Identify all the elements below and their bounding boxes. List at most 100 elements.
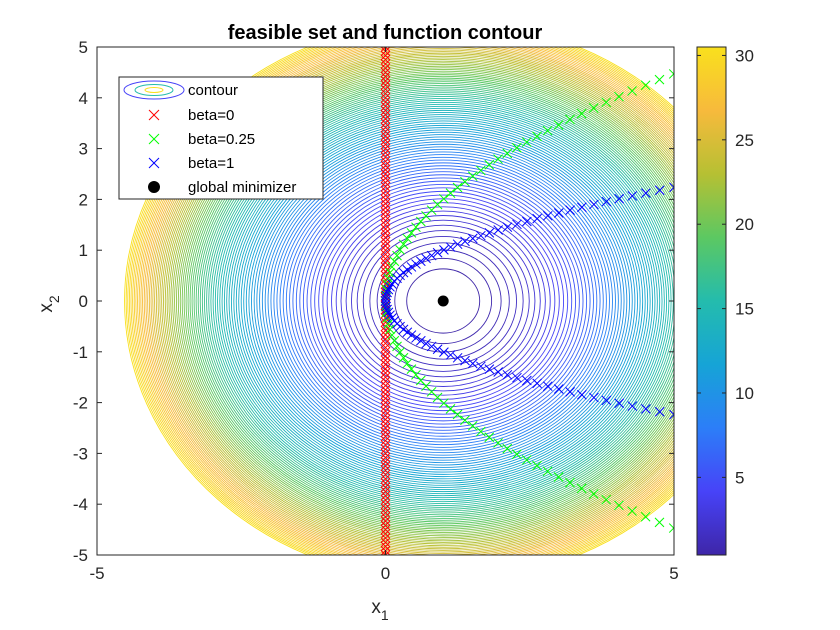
x-tick-label--5: -5 <box>89 564 104 583</box>
marker-beta=1-23 <box>432 344 443 355</box>
marker-beta=0-50 <box>380 338 391 349</box>
marker-beta=0-71 <box>380 249 391 260</box>
marker-beta=0-75 <box>380 232 391 243</box>
marker-beta=0-86 <box>380 186 391 196</box>
contour-level-59 <box>195 83 674 519</box>
marker-beta=0-106 <box>380 101 391 112</box>
y-tick-label-5: 5 <box>79 38 88 57</box>
contour-level-87 <box>143 47 674 555</box>
marker-beta=0.25-69 <box>532 131 542 142</box>
contour-level-92 <box>135 47 674 555</box>
contour-level-21 <box>292 168 594 434</box>
marker-beta=0-72 <box>380 245 391 256</box>
marker-beta=1-24 <box>426 341 437 352</box>
marker-beta=0-97 <box>380 139 391 150</box>
marker-beta=1-42 <box>381 290 392 301</box>
marker-beta=1-6 <box>589 392 599 403</box>
marker-beta=0.25-6 <box>588 489 599 499</box>
contour-level-78 <box>159 51 674 551</box>
contour-level-25 <box>279 156 607 446</box>
marker-beta=0-23 <box>380 452 391 463</box>
marker-beta=0-32 <box>380 414 391 425</box>
marker-beta=0-104 <box>380 109 391 120</box>
marker-beta=0-33 <box>380 410 391 421</box>
contour-level-64 <box>185 74 674 528</box>
contour-level-41 <box>235 118 651 484</box>
marker-beta=0.25-9 <box>553 472 564 482</box>
marker-beta=0.25-36 <box>383 318 394 329</box>
marker-beta=0.25-75 <box>601 97 612 108</box>
marker-beta=0-47 <box>380 351 391 361</box>
marker-beta=0.25-2 <box>640 511 651 522</box>
colorbar-tick-label-10: 10 <box>735 384 754 403</box>
contour-level-18 <box>302 177 584 425</box>
marker-beta=1-41 <box>380 293 391 304</box>
x-axis-label: x1 <box>371 597 389 623</box>
marker-beta=0-26 <box>380 440 391 450</box>
marker-beta=0.25-10 <box>542 466 553 477</box>
marker-beta=0-91 <box>380 164 391 175</box>
marker-beta=0-10 <box>380 507 391 518</box>
contour-level-84 <box>148 47 674 555</box>
marker-beta=1-17 <box>476 361 486 372</box>
colorbar-tick-label-30: 30 <box>735 46 754 65</box>
legend-label-beta-1: beta=1 <box>188 155 234 172</box>
contour-level-13 <box>322 194 565 408</box>
chart-title: feasible set and function contour <box>228 22 543 44</box>
marker-beta=0.25-70 <box>542 125 553 136</box>
marker-beta=0-95 <box>380 147 391 158</box>
marker-beta=1-2 <box>641 404 651 414</box>
marker-beta=1-16 <box>484 364 495 375</box>
marker-beta=1-74 <box>589 199 599 210</box>
marker-beta=0-78 <box>380 219 391 230</box>
marker-beta=0-34 <box>380 406 391 416</box>
marker-beta=1-63 <box>476 230 486 241</box>
marker-beta=0-42 <box>380 372 391 383</box>
marker-beta=0-25 <box>380 444 391 455</box>
contour-level-22 <box>289 165 598 437</box>
y-tick-label--4: -4 <box>73 495 88 514</box>
y-axis-label: x2 <box>36 295 62 313</box>
marker-beta=0.25-32 <box>392 341 402 352</box>
marker-beta=0-8 <box>380 516 391 526</box>
marker-beta=0-81 <box>380 207 391 217</box>
marker-beta=0.25-62 <box>467 171 478 181</box>
legend-contour-icon <box>123 80 185 100</box>
y-tick-label--5: -5 <box>73 546 88 565</box>
marker-beta=1-37 <box>382 304 392 315</box>
marker-beta=0.25-28 <box>406 364 417 374</box>
marker-beta=0.25-1 <box>654 517 665 528</box>
marker-beta=0.25-66 <box>502 148 513 159</box>
contour-level-23 <box>285 162 601 440</box>
contour-level-75 <box>164 55 674 547</box>
marker-beta=0.25-76 <box>614 91 624 102</box>
marker-beta=0-28 <box>380 431 391 442</box>
marker-beta=1-34 <box>387 313 397 323</box>
marker-beta=0-16 <box>380 482 391 493</box>
marker-beta=0.25-74 <box>588 103 599 113</box>
marker-beta=0.25-26 <box>415 375 426 386</box>
marker-beta=1-4 <box>614 398 625 409</box>
marker-beta=0-88 <box>380 177 391 188</box>
contour-level-34 <box>253 134 633 468</box>
marker-beta=1-3 <box>627 401 638 411</box>
marker-beta=0.25-77 <box>627 86 637 96</box>
contour-level-15 <box>314 187 573 415</box>
marker-beta=1-7 <box>576 389 587 400</box>
marker-beta=1-75 <box>601 196 612 207</box>
contour-level-58 <box>197 84 674 518</box>
legend-entry-beta-0.25: beta=0.25 <box>148 131 255 148</box>
y-tick-label--2: -2 <box>73 394 88 413</box>
contour-level-5 <box>362 230 524 372</box>
marker-beta=0-36 <box>380 397 391 408</box>
contour-level-14 <box>318 190 569 412</box>
marker-beta=0.25-33 <box>389 335 400 346</box>
contour-level-55 <box>204 90 674 512</box>
contour-level-45 <box>226 109 661 493</box>
marker-beta=0-109 <box>380 88 391 99</box>
contour-level-79 <box>157 49 674 553</box>
contour-level-40 <box>238 120 649 482</box>
y-tick-label-4: 4 <box>79 89 88 108</box>
legend-marker-red-x-icon <box>148 109 160 121</box>
contour-level-19 <box>299 174 588 428</box>
